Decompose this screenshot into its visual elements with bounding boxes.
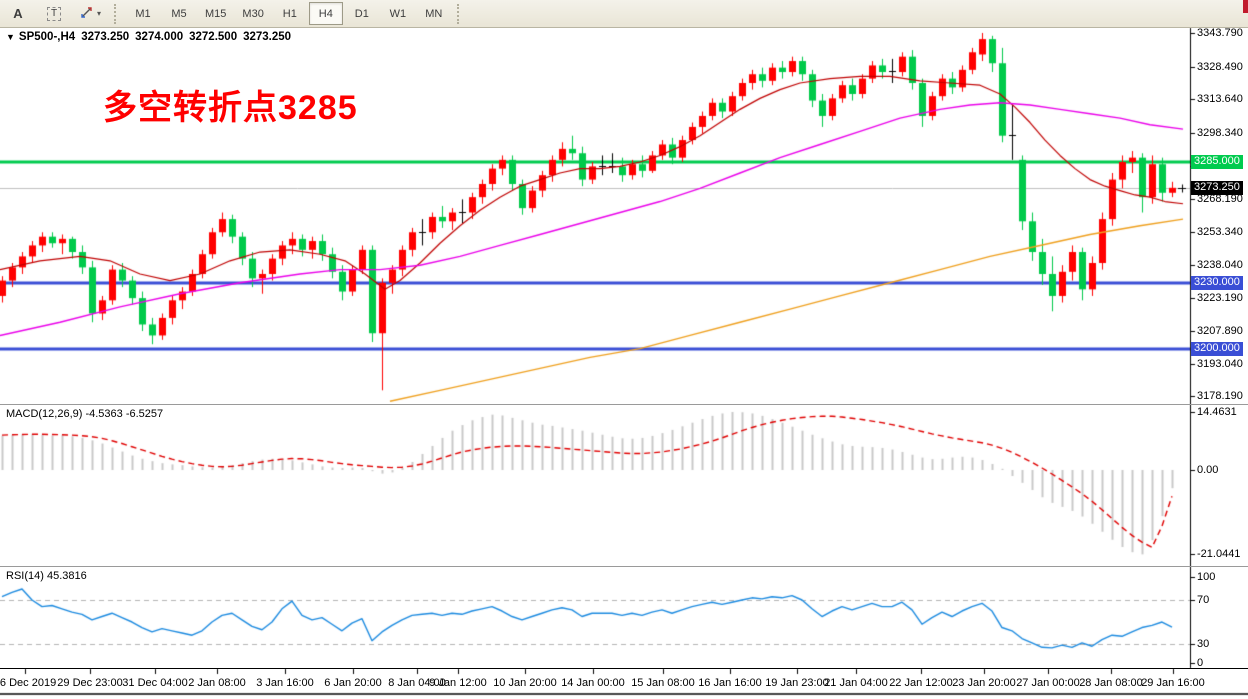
timeframe-button-M1[interactable]: M1 xyxy=(135,7,151,20)
price-tick-label: 3253.340 xyxy=(1197,225,1243,238)
time-tick-label: 10 Jan 20:00 xyxy=(493,677,557,689)
chart-dropdown-icon[interactable]: ▼ xyxy=(6,32,15,42)
time-tick-label: 14 Jan 00:00 xyxy=(561,677,625,689)
price-tick-label: 3178.190 xyxy=(1197,390,1243,403)
macd-indicator-label: MACD(12,26,9) -4.5363 -6.5257 xyxy=(6,408,164,420)
toolbar-grip[interactable] xyxy=(114,3,120,24)
timeframe-button-M15[interactable]: M15 xyxy=(205,7,227,20)
shift-arrows-icon xyxy=(80,6,94,22)
rsi-tick-label: 70 xyxy=(1197,594,1210,606)
time-tick-label: 21 Jan 04:00 xyxy=(824,677,888,689)
price-tick-label: 3223.190 xyxy=(1197,291,1243,304)
time-tick-label: 2 Jan 08:00 xyxy=(188,677,246,689)
time-tick-label: 29 Jan 16:00 xyxy=(1141,677,1205,689)
price-tick-label: 3193.040 xyxy=(1197,357,1243,370)
open-value: 3273.250 xyxy=(81,31,130,43)
chevron-down-icon: ▾ xyxy=(97,9,102,18)
timeframe-group: M1 M5 M15 M30 H1 H4 D1 W1 MN xyxy=(125,2,452,25)
time-tick-label: 9 Jan 12:00 xyxy=(429,677,487,689)
chart-text-annotation: 多空转折点3285 xyxy=(103,89,358,127)
high-value: 3274.000 xyxy=(135,31,184,43)
price-tick-label: 3238.040 xyxy=(1197,259,1243,272)
hline-price-badge: 3230.000 xyxy=(1191,275,1243,290)
price-tick-label: 3268.190 xyxy=(1197,192,1243,205)
macd-tick-label: 0.00 xyxy=(1197,464,1219,476)
main-macd-divider[interactable] xyxy=(0,404,1248,408)
text-tool-icon: T xyxy=(46,6,62,21)
timeframe-button-H4[interactable]: H4 xyxy=(308,2,343,25)
hline-price-badge: 3285.000 xyxy=(1191,155,1243,170)
rsi-tick-label: 0 xyxy=(1197,657,1204,669)
timeframe-button-H1[interactable]: H1 xyxy=(282,7,297,20)
shift-chart-button[interactable]: ▾ xyxy=(73,2,108,25)
timeframe-button-M5[interactable]: M5 xyxy=(171,7,187,20)
timeframe-button-M30[interactable]: M30 xyxy=(242,7,264,20)
time-tick-label: 22 Jan 12:00 xyxy=(889,677,953,689)
macd-tick-label: -21.0441 xyxy=(1197,548,1241,561)
text-tool-button[interactable]: T xyxy=(37,2,71,25)
time-tick-label: 8 Jan 04:00 xyxy=(388,677,446,689)
annotation-tool-button[interactable]: A xyxy=(13,6,23,21)
timeframe-button-W1[interactable]: W1 xyxy=(389,7,407,20)
rsi-tick-label: 30 xyxy=(1197,638,1210,651)
current-price-badge: 3273.250 xyxy=(1191,180,1243,195)
time-tick-label: 27 Jan 00:00 xyxy=(1016,677,1080,689)
price-tick-label: 3328.490 xyxy=(1197,60,1243,73)
time-axis-divider xyxy=(0,668,1248,672)
macd-tick-label: 14.4631 xyxy=(1197,406,1237,418)
close-value: 3273.250 xyxy=(243,31,292,43)
time-tick-label: 15 Jan 08:00 xyxy=(631,677,695,689)
timeframe-button-D1[interactable]: D1 xyxy=(354,7,369,20)
rsi-indicator-label: RSI(14) 45.3816 xyxy=(6,570,87,582)
time-tick-label: 19 Jan 23:00 xyxy=(765,677,829,689)
time-tick-label: 28 Jan 08:00 xyxy=(1079,677,1143,689)
rsi-tick-label: 100 xyxy=(1197,571,1216,583)
time-tick-label: 26 Dec 2019 xyxy=(0,677,57,689)
time-tick-label: 6 Jan 20:00 xyxy=(324,677,382,689)
price-tick-label: 3313.640 xyxy=(1197,93,1243,106)
price-tick-label: 3207.890 xyxy=(1197,325,1243,338)
time-tick-label: 3 Jan 16:00 xyxy=(256,677,314,689)
timeframe-button-MN[interactable]: MN xyxy=(425,7,443,20)
hline-price-badge: 3200.000 xyxy=(1191,341,1243,356)
time-tick-label: 16 Jan 16:00 xyxy=(698,677,762,689)
low-value: 3272.500 xyxy=(189,31,238,43)
macd-rsi-divider[interactable] xyxy=(0,566,1248,570)
chart-header[interactable]: ▼ SP500-,H4 3273.250 3274.000 3272.500 3273.2… xyxy=(6,31,297,43)
time-tick-label: 29 Dec 23:00 xyxy=(57,677,123,689)
time-tick-label: 31 Dec 04:00 xyxy=(122,677,188,689)
window-close-fragment xyxy=(1243,0,1248,13)
time-tick-label: 23 Jan 20:00 xyxy=(952,677,1016,689)
price-tick-label: 3298.340 xyxy=(1197,126,1243,139)
price-tick-label: 3343.790 xyxy=(1197,26,1243,39)
toolbar-grip-2[interactable] xyxy=(456,3,463,24)
symbol-label: SP500-,H4 xyxy=(18,31,76,43)
toolbar: A T ▾ M1 M5 M15 M30 H1 H4 D1 W1 MN xyxy=(0,0,1248,28)
